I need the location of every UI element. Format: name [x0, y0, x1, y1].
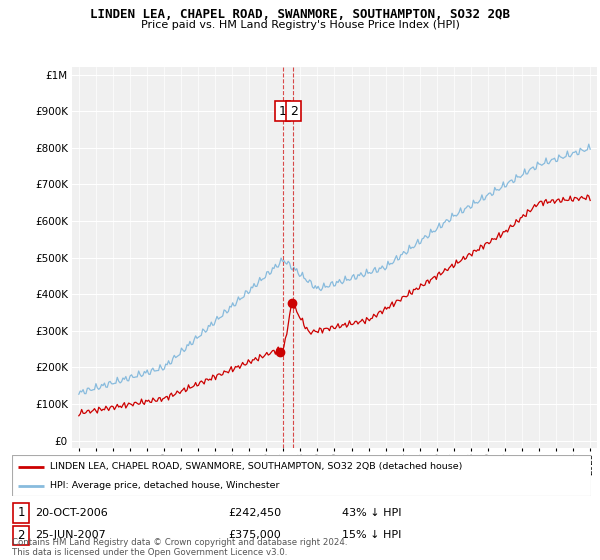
Text: 25-JUN-2007: 25-JUN-2007 — [35, 530, 106, 540]
Text: LINDEN LEA, CHAPEL ROAD, SWANMORE, SOUTHAMPTON, SO32 2QB: LINDEN LEA, CHAPEL ROAD, SWANMORE, SOUTH… — [90, 8, 510, 21]
Text: 20-OCT-2006: 20-OCT-2006 — [35, 508, 107, 518]
Text: 2: 2 — [17, 529, 25, 542]
Text: LINDEN LEA, CHAPEL ROAD, SWANMORE, SOUTHAMPTON, SO32 2QB (detached house): LINDEN LEA, CHAPEL ROAD, SWANMORE, SOUTH… — [50, 462, 462, 471]
Text: Contains HM Land Registry data © Crown copyright and database right 2024.
This d: Contains HM Land Registry data © Crown c… — [12, 538, 347, 557]
Text: HPI: Average price, detached house, Winchester: HPI: Average price, detached house, Winc… — [50, 481, 279, 490]
Text: 1: 1 — [17, 506, 25, 520]
Text: 43% ↓ HPI: 43% ↓ HPI — [342, 508, 401, 518]
Text: 15% ↓ HPI: 15% ↓ HPI — [342, 530, 401, 540]
Text: £375,000: £375,000 — [228, 530, 281, 540]
Text: 2: 2 — [290, 105, 298, 118]
Text: 1: 1 — [278, 105, 286, 118]
Text: £242,450: £242,450 — [228, 508, 281, 518]
Text: Price paid vs. HM Land Registry's House Price Index (HPI): Price paid vs. HM Land Registry's House … — [140, 20, 460, 30]
